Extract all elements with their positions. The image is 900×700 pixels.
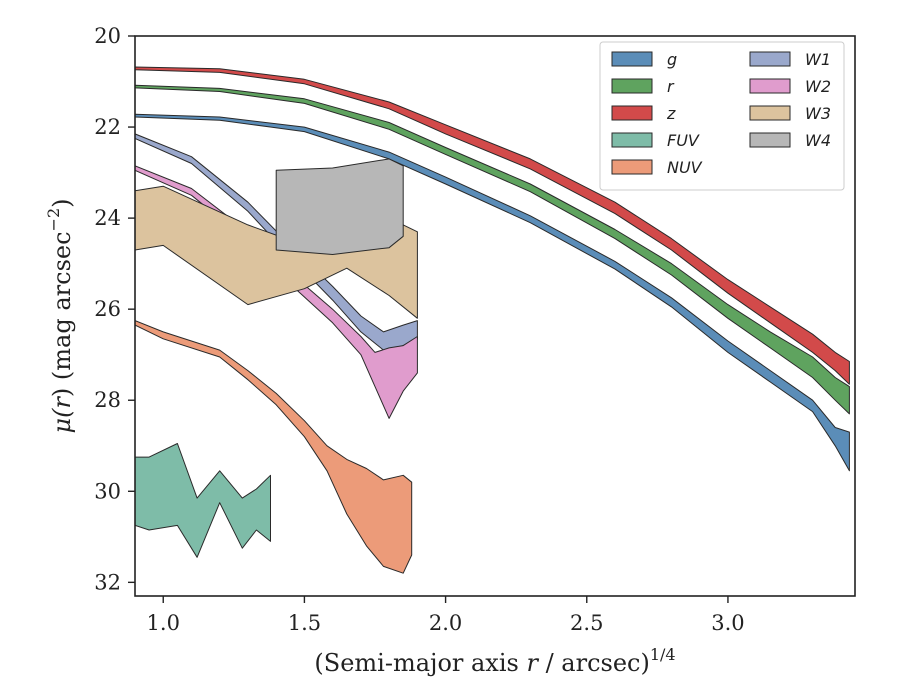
x-tick-label: 3.0 (711, 611, 744, 635)
legend-label-z: z (666, 104, 676, 123)
legend-label-w1: W1 (805, 50, 831, 69)
y-tick-label: 22 (94, 115, 121, 139)
x-tick-label: 1.0 (147, 611, 180, 635)
legend-label-w3: W3 (805, 104, 831, 123)
legend-swatch-nuv (611, 159, 653, 175)
legend-swatch-w4 (749, 132, 791, 148)
x-tick-label: 1.5 (288, 611, 321, 635)
x-axis: 1.0 1.5 2.0 2.5 3.0 (147, 596, 745, 635)
legend-swatch-g (611, 51, 653, 67)
series-bands (135, 66, 850, 574)
series-band-g (135, 113, 850, 472)
legend-swatch-r (611, 78, 653, 94)
legend-swatch-w3 (749, 105, 791, 121)
y-tick-label: 30 (94, 479, 121, 503)
y-tick-label: 24 (94, 206, 121, 230)
legend-label-fuv: FUV (667, 131, 700, 150)
x-tick-label: 2.0 (429, 611, 462, 635)
legend-label-g: g (667, 50, 677, 69)
legend-swatch-fuv (611, 132, 653, 148)
series-band-nuv (135, 320, 413, 574)
y-tick-label: 20 (94, 24, 121, 48)
legend-swatch-w2 (749, 78, 791, 94)
legend-swatch-w1 (749, 51, 791, 67)
legend-label-r: r (667, 77, 675, 96)
legend: grz FUV NUV W1 W2 W3 W4 (599, 41, 845, 191)
legend-swatch-z (611, 105, 653, 121)
legend-label-nuv: NUV (667, 158, 703, 177)
series-band-fuv (135, 443, 271, 558)
y-axis-label: μ(r) (mag arcsec−2) (44, 198, 76, 433)
y-tick-label: 28 (94, 388, 121, 412)
legend-label-w4: W4 (805, 131, 831, 150)
x-tick-label: 2.5 (570, 611, 603, 635)
y-tick-label: 32 (94, 570, 121, 594)
y-tick-label: 26 (94, 297, 121, 321)
y-axis: 20 22 24 26 28 30 32 (94, 24, 135, 594)
plot-frame (134, 35, 856, 597)
series-band-r (135, 84, 850, 415)
series-band-z (135, 66, 850, 385)
x-axis-label: (Semi-major axis r / arcsec)1/4 (314, 645, 675, 677)
legend-label-w2: W2 (805, 77, 831, 96)
series-band-w4 (275, 158, 404, 255)
